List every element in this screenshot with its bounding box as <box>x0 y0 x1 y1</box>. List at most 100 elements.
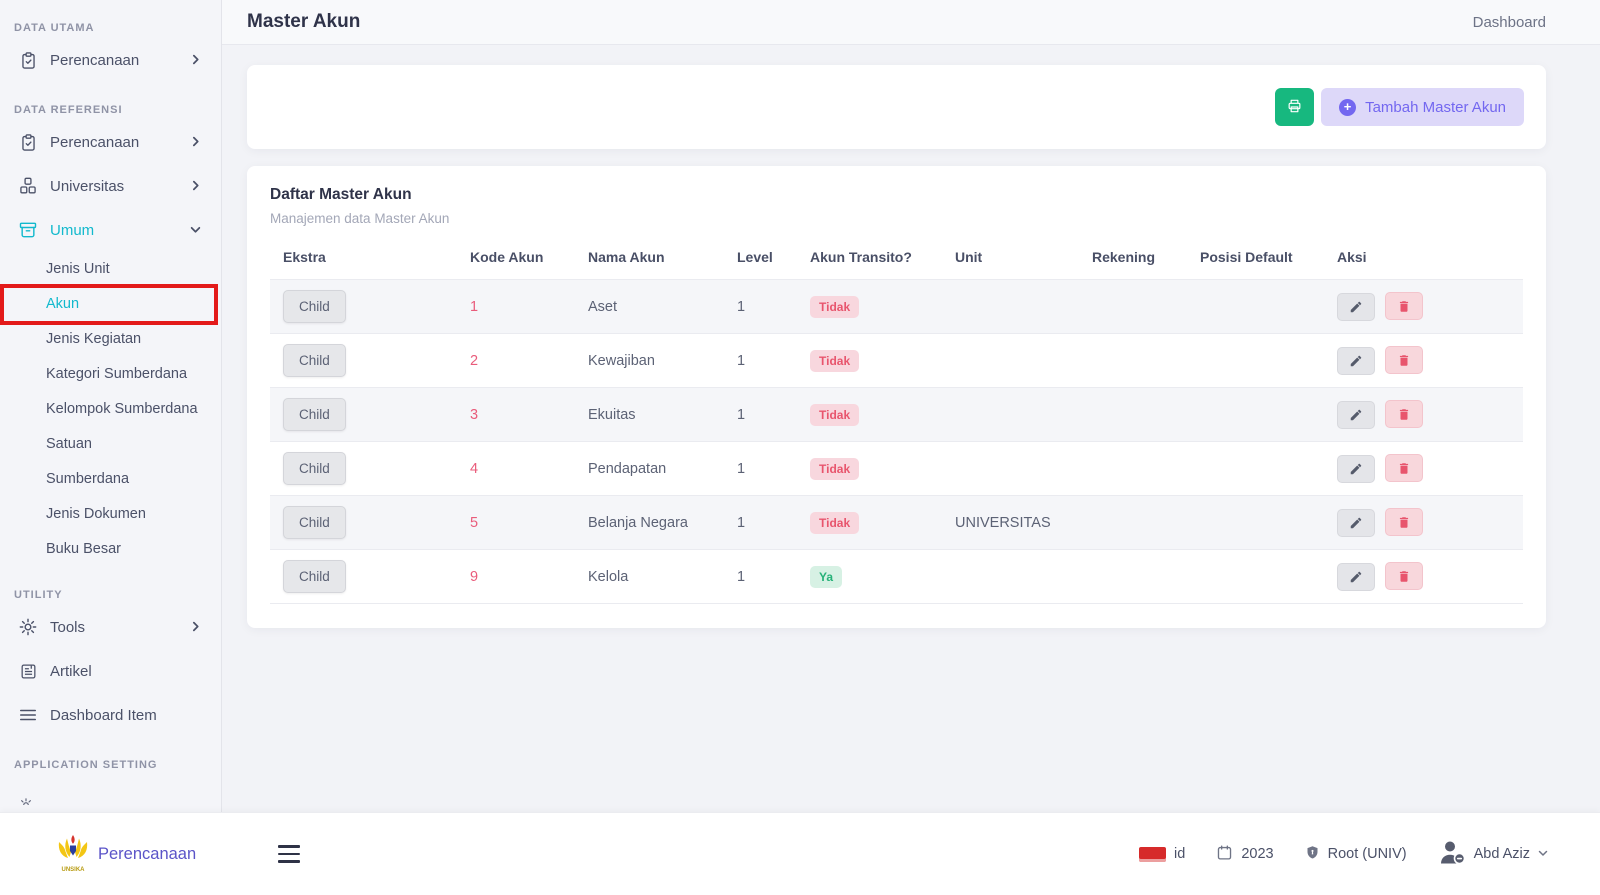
unit-cell: UNIVERSITAS <box>942 495 1079 550</box>
sidebar-item-umum[interactable]: Umum <box>0 208 221 252</box>
sidebar-subitem-jenis-dokumen[interactable]: Jenis Dokumen <box>46 506 146 522</box>
posisi-default-cell <box>1187 333 1324 388</box>
menu-toggle-button[interactable] <box>278 845 301 863</box>
sidebar-subitem-jenis-kegiatan[interactable]: Jenis Kegiatan <box>46 331 142 347</box>
child-button[interactable]: Child <box>283 506 346 539</box>
edit-button[interactable] <box>1337 562 1375 591</box>
kode-akun-link[interactable]: 5 <box>470 514 479 531</box>
sidebar-item-artikel[interactable]: Artikel <box>0 649 221 693</box>
table-header-row: Ekstra Kode Akun Nama Akun Level Akun Tr… <box>270 239 1523 280</box>
edit-button[interactable] <box>1337 346 1375 375</box>
trash-icon <box>1399 517 1409 528</box>
nama-akun-cell: Pendapatan <box>575 441 724 496</box>
nama-akun-cell: Belanja Negara <box>575 495 724 550</box>
delete-button[interactable] <box>1385 292 1424 321</box>
chevron-right-icon <box>190 619 201 636</box>
delete-button[interactable] <box>1385 562 1424 591</box>
chevron-right-icon <box>190 134 201 151</box>
edit-button[interactable] <box>1337 454 1375 483</box>
chevron-down-icon <box>1538 846 1548 862</box>
col-header-ekstra: Ekstra <box>283 249 326 265</box>
section-label-data-referensi: DATA REFERENSI <box>14 104 123 116</box>
child-button[interactable]: Child <box>283 290 346 323</box>
sidebar-item-universitas[interactable]: Universitas <box>0 164 221 208</box>
chevron-right-icon <box>190 52 201 69</box>
sidebar-subitem-label: Akun <box>46 296 80 312</box>
level-cell: 1 <box>724 387 797 442</box>
trash-icon <box>1399 409 1409 420</box>
table-row: Child 1 Aset 1 Tidak <box>270 279 1523 334</box>
kode-akun-link[interactable]: 1 <box>470 298 479 315</box>
sidebar-subitem-satuan[interactable]: Satuan <box>46 436 92 452</box>
delete-button[interactable] <box>1385 400 1424 429</box>
nama-akun-cell: Aset <box>575 279 724 334</box>
child-button[interactable]: Child <box>283 398 346 431</box>
rekening-cell <box>1079 495 1187 550</box>
delete-button[interactable] <box>1385 454 1424 483</box>
edit-button[interactable] <box>1337 400 1375 429</box>
year-label: 2023 <box>1241 846 1274 862</box>
clipboard-icon <box>18 133 38 152</box>
sidebar-item-label: Artikel <box>50 662 92 680</box>
sidebar-item-perencanaan-utama[interactable]: Perencanaan <box>0 38 221 82</box>
delete-button[interactable] <box>1385 508 1424 537</box>
child-button[interactable]: Child <box>283 452 346 485</box>
toolbar-actions: + Tambah Master Akun <box>1275 88 1524 126</box>
brand-logo[interactable]: UNSIKA Perencanaan <box>55 830 196 879</box>
toolbar-card: + Tambah Master Akun <box>247 65 1546 149</box>
section-label-data-utama: DATA UTAMA <box>14 22 95 34</box>
sidebar-item-dashboard-item[interactable]: Dashboard Item <box>0 693 221 737</box>
plus-circle-icon: + <box>1339 98 1357 116</box>
transito-badge: Tidak <box>810 511 860 534</box>
main-content: Master Akun Dashboard + Tambah Master Ak… <box>222 0 1600 812</box>
sidebar-subitem-akun[interactable]: Akun <box>0 284 221 325</box>
kode-akun-link[interactable]: 3 <box>470 406 479 423</box>
unit-cell <box>942 333 1079 388</box>
kode-akun-link[interactable]: 9 <box>470 568 479 585</box>
indonesia-flag-icon <box>1139 846 1167 862</box>
brand-name: Perencanaan <box>98 844 197 863</box>
archive-icon <box>18 220 38 240</box>
page-title: Master Akun <box>247 11 361 32</box>
shield-icon <box>1305 844 1320 865</box>
child-button[interactable]: Child <box>283 344 346 377</box>
sidebar-subitem-sumberdana[interactable]: Sumberdana <box>46 471 130 487</box>
pencil-icon <box>1350 571 1362 582</box>
level-cell: 1 <box>724 279 797 334</box>
year-selector[interactable]: 2023 <box>1216 844 1274 865</box>
table-row: Child 9 Kelola 1 Ya <box>270 549 1523 604</box>
delete-button[interactable] <box>1385 346 1424 375</box>
posisi-default-cell <box>1187 441 1324 496</box>
breadcrumb-dashboard[interactable]: Dashboard <box>1472 13 1546 31</box>
level-cell: 1 <box>724 549 797 604</box>
sidebar-item-perencanaan-referensi[interactable]: Perencanaan <box>0 120 221 164</box>
sidebar-subitem-kategori-sumberdana[interactable]: Kategori Sumberdana <box>46 366 188 382</box>
calendar-icon <box>1216 844 1233 865</box>
sidebar-subitem-buku-besar[interactable]: Buku Besar <box>46 541 121 557</box>
umum-submenu: Jenis Unit Akun Jenis Kegiatan Kategori … <box>0 252 221 567</box>
child-button[interactable]: Child <box>283 560 346 593</box>
sidebar-item-tools[interactable]: Tools <box>0 605 221 649</box>
posisi-default-cell <box>1187 549 1324 604</box>
role-selector[interactable]: Root (UNIV) <box>1305 844 1407 865</box>
bottom-navbar: UNSIKA Perencanaan id 2023 Root (UNIV) <box>0 812 1600 895</box>
sidebar-subitem-kelompok-sumberdana[interactable]: Kelompok Sumberdana <box>46 401 198 417</box>
edit-button[interactable] <box>1337 508 1375 537</box>
col-header-aksi: Aksi <box>1337 249 1367 265</box>
kode-akun-link[interactable]: 4 <box>470 460 479 477</box>
trash-icon <box>1399 355 1409 366</box>
kode-akun-link[interactable]: 2 <box>470 352 479 369</box>
table-row: Child 2 Kewajiban 1 Tidak <box>270 333 1523 388</box>
add-master-akun-button[interactable]: + Tambah Master Akun <box>1321 88 1524 126</box>
language-selector[interactable]: id <box>1139 846 1185 862</box>
unit-cell <box>942 549 1079 604</box>
print-button[interactable] <box>1275 88 1315 126</box>
user-menu[interactable]: Abd Aziz <box>1438 839 1548 869</box>
rekening-cell <box>1079 333 1187 388</box>
sidebar-item-label: Universitas <box>50 177 125 195</box>
table-row: Child 4 Pendapatan 1 Tidak <box>270 441 1523 496</box>
chevron-down-icon <box>190 222 201 239</box>
edit-button[interactable] <box>1337 292 1375 321</box>
gear-icon <box>18 617 38 637</box>
sidebar-subitem-jenis-unit[interactable]: Jenis Unit <box>46 261 110 277</box>
